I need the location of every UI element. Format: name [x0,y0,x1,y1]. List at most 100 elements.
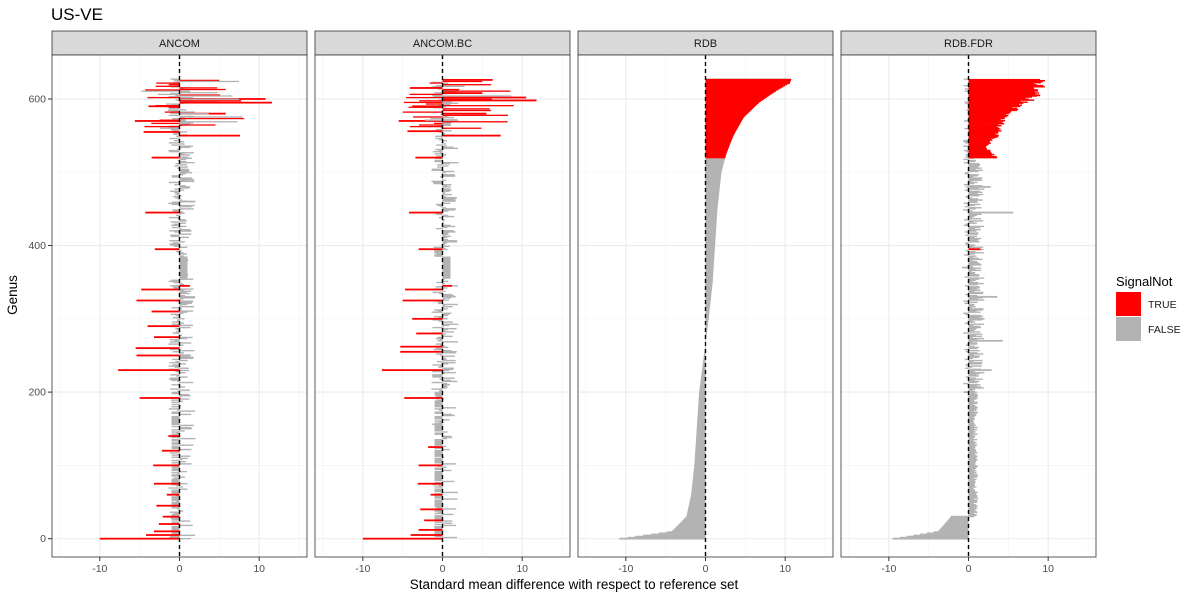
bar [169,137,180,140]
bar [172,242,180,244]
bar [179,324,194,327]
bar [442,369,450,372]
bar [968,269,982,272]
bar [968,130,1002,132]
bar [964,120,969,122]
bar [179,300,194,302]
bar [179,87,218,89]
bar [686,514,706,517]
bar [432,319,443,321]
bar [968,343,978,345]
bar [968,474,978,476]
bar [705,290,712,292]
bar [705,142,731,144]
bar [175,370,180,373]
bar [178,451,180,453]
bar [442,189,452,191]
bar [179,208,194,210]
bar [968,420,974,422]
bar [968,244,976,246]
bar [434,122,443,125]
bar [179,356,194,358]
bar [170,234,180,236]
bar [179,367,189,369]
bar [434,438,443,441]
bar [432,370,443,373]
bar [701,375,706,377]
bar [171,323,180,325]
legend-swatch-false [1116,317,1141,341]
bar [434,252,443,254]
bar [705,242,716,244]
bar [968,331,981,333]
bar [442,80,483,83]
bar [418,248,443,251]
bar [156,504,180,507]
bar [442,161,459,164]
bar [968,263,981,265]
facet-strip-label: ANCOM.BC [413,38,472,50]
bar [968,349,980,352]
bar [705,117,744,120]
bar [179,292,190,295]
bar [169,150,180,153]
bar [705,215,717,218]
bar [434,506,443,508]
bar [437,166,443,168]
bar [434,455,443,457]
bar [141,288,180,291]
bar [968,470,975,473]
bar [179,303,188,306]
bar [179,253,187,255]
bar [179,308,183,310]
bar [964,189,969,191]
bar [440,205,443,208]
bar [697,419,706,421]
bar [442,154,447,156]
bar [702,363,706,365]
bar [434,481,443,484]
bar [177,390,180,393]
bar [968,458,978,461]
bar [968,307,972,309]
bar [690,496,706,498]
bar [442,346,449,349]
bar [697,421,706,423]
bar [168,114,180,116]
bar [442,99,537,102]
bar [968,271,976,274]
bar [442,352,456,354]
bar [442,298,445,300]
bar [442,437,448,440]
bar [179,402,180,405]
bar [705,322,709,324]
bar [968,495,978,497]
bar [705,172,722,175]
bar [438,485,443,487]
bar [442,357,446,360]
bar [968,496,978,498]
bar [146,534,180,536]
bar [968,437,974,440]
bar [442,435,452,438]
bar [179,524,193,527]
bar [695,444,706,446]
bar [968,440,974,442]
bar [434,492,443,495]
bar [968,449,975,452]
bar [434,425,443,428]
bar [968,485,975,487]
bar [968,229,981,231]
bar [963,141,969,143]
bar [172,130,180,132]
bar [968,227,976,230]
bar [968,415,975,418]
bar [705,247,715,250]
bar [705,105,756,107]
bar [968,153,995,156]
facet-strip [840,30,1097,56]
bar [705,191,720,194]
bar [442,198,455,200]
bar [695,440,706,442]
bar [169,230,180,232]
